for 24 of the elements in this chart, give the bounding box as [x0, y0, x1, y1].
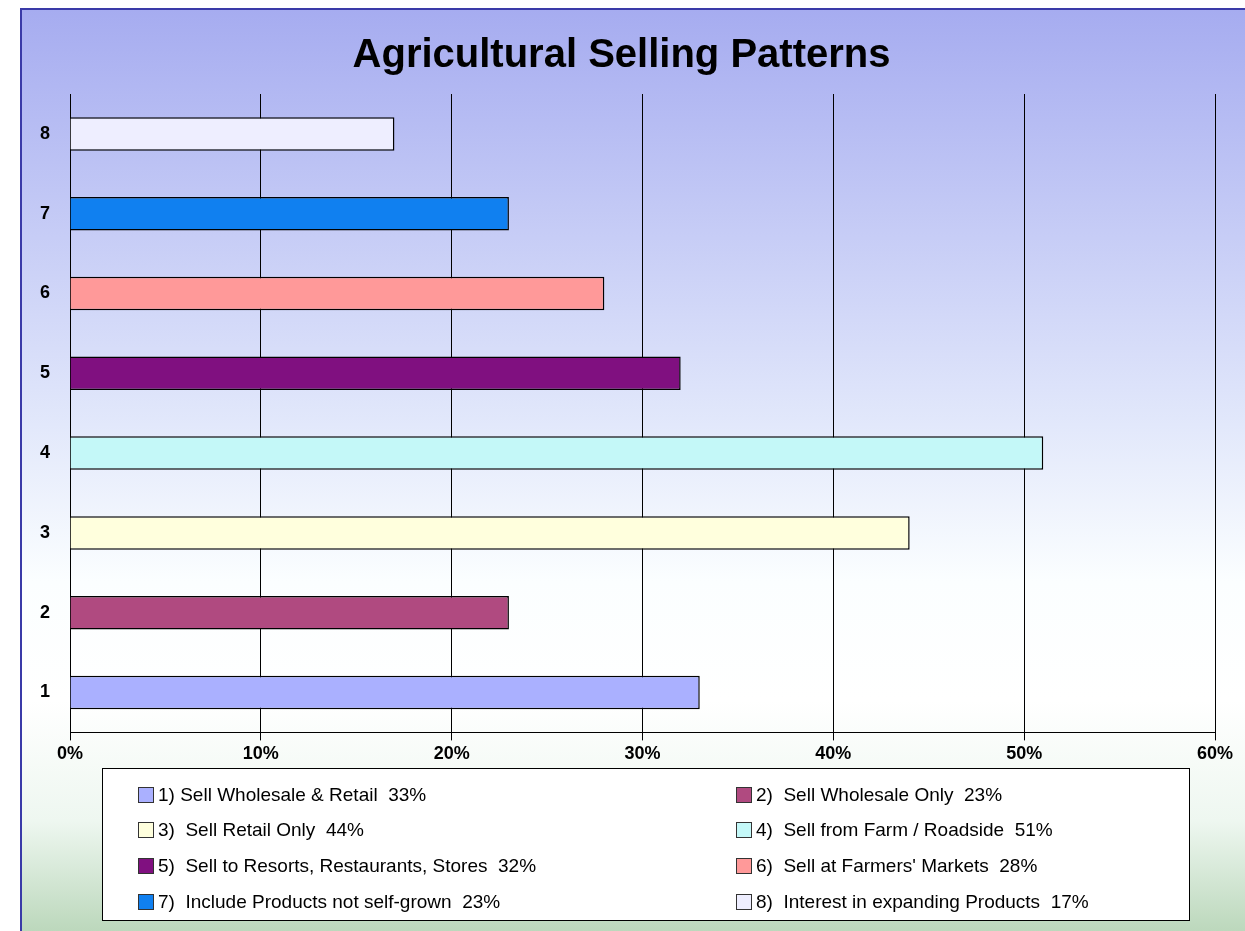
legend-label: 7) Include Products not self-grown 23%	[158, 890, 501, 913]
y-tick-label: 5	[40, 362, 51, 383]
legend-label: 2) Sell Wholesale Only 23%	[756, 783, 1003, 806]
y-tick-label: 8	[40, 122, 51, 143]
y-tick-label: 6	[40, 282, 51, 303]
x-tick-label: 60%	[1196, 743, 1234, 764]
y-tick-label: 3	[40, 521, 51, 542]
legend-label: 4) Sell from Farm / Roadside 51%	[756, 819, 1053, 842]
legend-label: 5) Sell to Resorts, Restaurants, Stores 32%	[158, 855, 537, 877]
legend-label: 8) Interest in expanding Products 17%	[756, 890, 1089, 913]
x-tick-label: 50%	[1006, 743, 1043, 764]
chart-title: Agricultural Selling Patterns	[352, 31, 891, 76]
legend-label: 6) Sell at Farmers' Markets 28%	[756, 855, 1038, 877]
x-tick-label: 20%	[433, 743, 470, 764]
legend-label: 3) Sell Retail Only 44%	[158, 819, 364, 842]
x-tick-label: 0%	[57, 743, 84, 764]
y-tick-label: 1	[40, 681, 51, 702]
legend-label: 1) Sell Wholesale & Retail 33%	[158, 783, 427, 806]
x-tick-label: 10%	[242, 743, 279, 764]
y-tick-label: 4	[40, 442, 51, 463]
x-tick-label: 40%	[815, 743, 852, 764]
x-tick-label: 30%	[624, 743, 661, 764]
y-tick-label: 2	[40, 601, 51, 622]
y-tick-label: 7	[40, 202, 51, 223]
